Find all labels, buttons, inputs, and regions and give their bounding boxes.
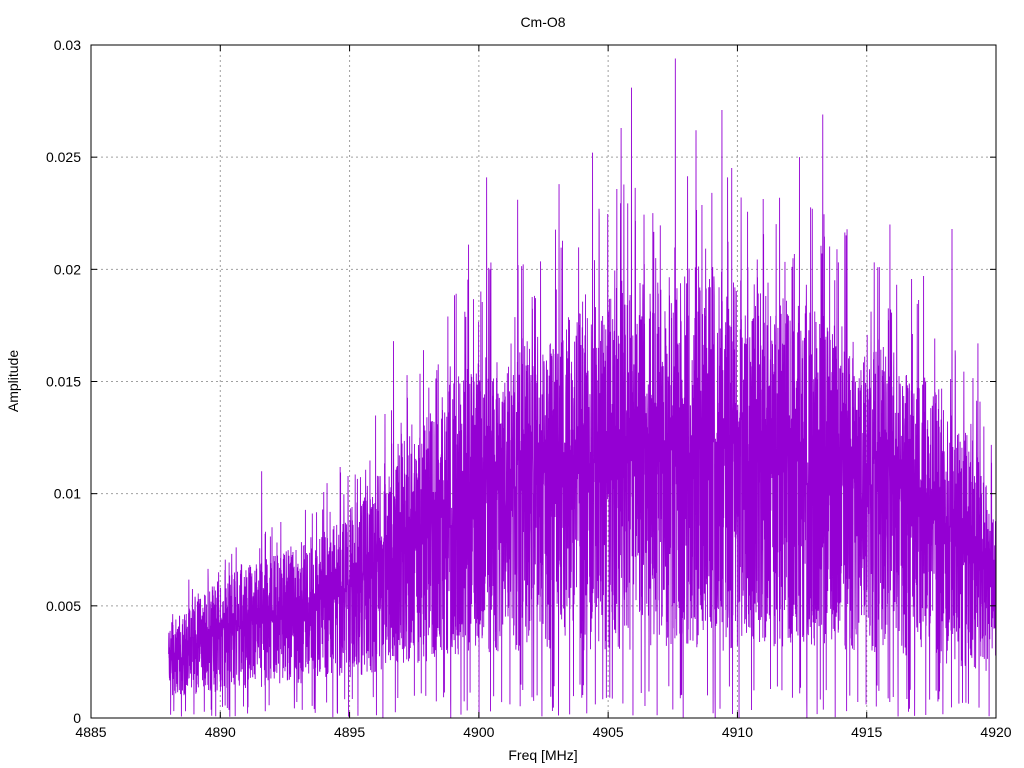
plot-area: [168, 58, 997, 718]
y-tick-label: 0.025: [46, 149, 81, 165]
y-tick-label: 0.02: [54, 261, 81, 277]
y-axis-label: Amplitude: [5, 350, 21, 412]
x-tick-label: 4920: [980, 724, 1011, 740]
x-tick-label: 4890: [205, 724, 236, 740]
chart-title: Cm-O8: [520, 14, 565, 30]
y-tick-label: 0.015: [46, 374, 81, 390]
spectrum-line: [168, 58, 997, 718]
x-tick-label: 4910: [722, 724, 753, 740]
x-tick-label: 4895: [334, 724, 365, 740]
y-tick-label: 0.03: [54, 37, 81, 53]
x-tick-label: 4905: [593, 724, 624, 740]
y-tick-label: 0: [73, 710, 81, 726]
ticks: 4885 4890 4895 4900 4905 4910 4915 4920 0 0.005 0.…: [46, 37, 1012, 740]
x-tick-label: 4885: [75, 724, 106, 740]
y-tick-label: 0.005: [46, 598, 81, 614]
y-tick-label: 0.01: [54, 486, 81, 502]
x-axis-label: Freq [MHz]: [508, 747, 577, 763]
x-tick-label: 4915: [851, 724, 882, 740]
x-tick-label: 4900: [463, 724, 494, 740]
